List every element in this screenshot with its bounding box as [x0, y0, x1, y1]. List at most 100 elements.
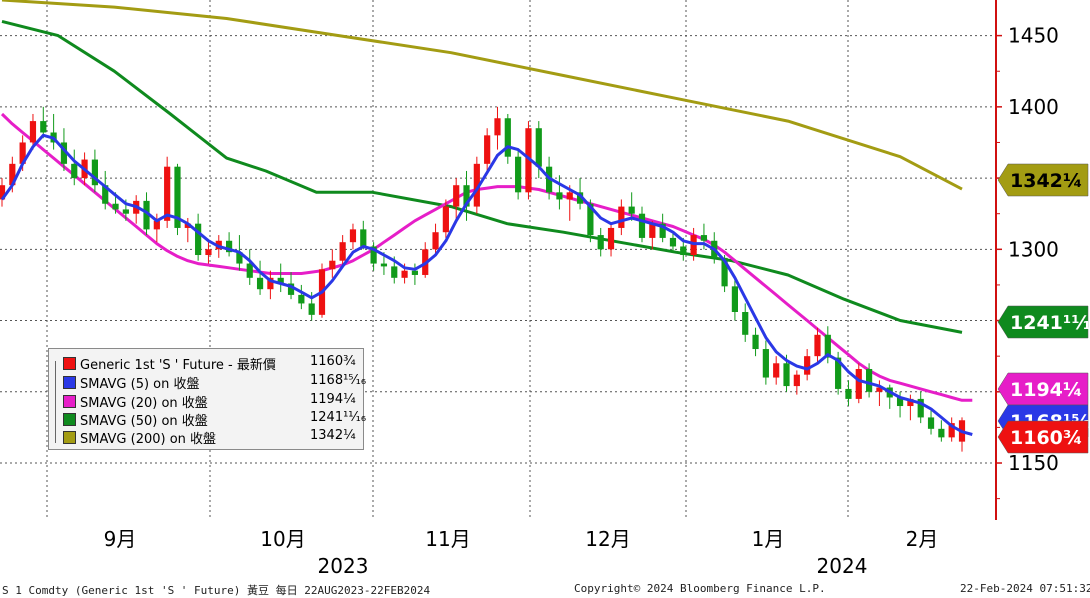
sma200-path [1, 0, 963, 191]
candle-body [566, 192, 573, 200]
legend-swatch [63, 413, 76, 426]
candle [29, 113, 37, 150]
legend-value: 1241¹¹⁄₁₆ [310, 410, 367, 425]
candle-body [60, 142, 68, 164]
x-month-label: 9月 [104, 527, 137, 551]
candle [174, 163, 181, 236]
candle-body [907, 398, 914, 407]
legend-swatch [63, 376, 76, 389]
candle-body [638, 213, 646, 238]
candle-body [246, 263, 253, 278]
footer-ticker-info: S 1 Comdty (Generic 1st 'S ' Future) 黃豆 … [2, 584, 431, 597]
candle [494, 106, 501, 150]
legend-swatch [63, 357, 76, 370]
candle [473, 156, 480, 214]
candle [958, 417, 966, 452]
candle-body [835, 357, 842, 389]
candle-body [391, 266, 398, 278]
candle-body [762, 349, 769, 378]
price-tag-label: 1241¹¹⁄₁₆ [1010, 312, 1090, 334]
sma20-line [0, 112, 973, 402]
legend-item-sma50[interactable]: SMAVG (50) on 收盤 1241¹¹⁄₁₆ [63, 410, 367, 429]
candle-body [122, 209, 129, 214]
candle [411, 263, 418, 285]
price-tag: 1194¼ [997, 372, 1089, 406]
candle-body [339, 242, 346, 261]
candle-body [153, 220, 160, 230]
candle-body [164, 166, 171, 221]
candle [360, 220, 367, 250]
candle-body [112, 203, 119, 210]
candle-body [349, 229, 357, 243]
candle [742, 303, 749, 342]
footer-copyright: Copyright© 2024 Bloomberg Finance L.P. [574, 582, 826, 595]
candle-body [29, 121, 37, 143]
legend-item-price[interactable]: Generic 1st 'S ' Future - 最新價 1160¾ [63, 354, 363, 373]
legend-item-sma200[interactable]: SMAVG (200) on 收盤 1342¼ [63, 428, 363, 447]
candle-body [876, 387, 883, 392]
candle-body [308, 303, 315, 315]
candle [638, 206, 646, 243]
candle-body [742, 312, 749, 335]
y-tick-label: 1450 [1008, 24, 1059, 48]
footer-bar: S 1 Comdty (Generic 1st 'S ' Future) 黃豆 … [0, 579, 1090, 597]
legend[interactable]: Generic 1st 'S ' Future - 最新價 1160¾ SMAV… [48, 348, 367, 450]
candle [40, 106, 47, 139]
candle-body [277, 277, 284, 284]
candle [855, 363, 862, 404]
candle-body [19, 142, 26, 164]
candle-body [432, 232, 439, 250]
x-month-label: 12月 [585, 527, 630, 551]
candle [948, 417, 955, 442]
candle [277, 263, 284, 293]
candle [329, 249, 336, 278]
price-tag-shape [997, 163, 1089, 197]
candle-body [896, 397, 904, 407]
candle [463, 170, 470, 221]
candle [824, 326, 831, 364]
candle-body [659, 223, 666, 238]
sma50-line [1, 19, 963, 334]
candle [515, 149, 522, 200]
candle [731, 277, 738, 321]
candle [442, 199, 449, 238]
y-tick-label: 1150 [1008, 451, 1059, 475]
candle-body [205, 249, 212, 256]
candle [649, 220, 656, 250]
x-month-label: 11月 [425, 527, 470, 551]
legend-item-sma20[interactable]: SMAVG (20) on 收盤 1194¼ [63, 392, 363, 411]
candle-body [256, 277, 264, 290]
candle [607, 223, 615, 257]
legend-label: SMAVG (5) on 收盤 [80, 377, 200, 392]
candle-body [9, 163, 16, 186]
price-tag-shape [997, 372, 1089, 406]
candle-body [267, 277, 274, 290]
x-month-label: 2月 [906, 527, 939, 551]
candle [773, 356, 780, 385]
candle-body [866, 368, 873, 392]
candle-body [40, 121, 47, 133]
candle-body [855, 368, 862, 399]
candle-body [442, 206, 449, 233]
legend-swatch [63, 431, 76, 444]
candle-body [618, 206, 625, 228]
candle-body [195, 223, 202, 256]
price-tag: 1342¼ [997, 163, 1089, 197]
candlestick-series [0, 106, 966, 452]
legend-swatch [63, 395, 76, 408]
candle-body [473, 163, 480, 207]
candle [339, 235, 346, 267]
candle [793, 370, 800, 395]
candle-body [463, 185, 470, 207]
candle [71, 149, 78, 186]
candle [628, 192, 635, 221]
legend-value: 1342¼ [310, 428, 356, 443]
candle-body [804, 356, 811, 375]
candle [246, 249, 253, 285]
candle [525, 121, 532, 200]
sma5-path [0, 133, 973, 436]
candle [762, 340, 769, 385]
candle-body [597, 235, 604, 250]
legend-item-sma5[interactable]: SMAVG (5) on 收盤 1168¹⁵⁄₁₆ [63, 373, 366, 392]
candle [102, 170, 109, 210]
